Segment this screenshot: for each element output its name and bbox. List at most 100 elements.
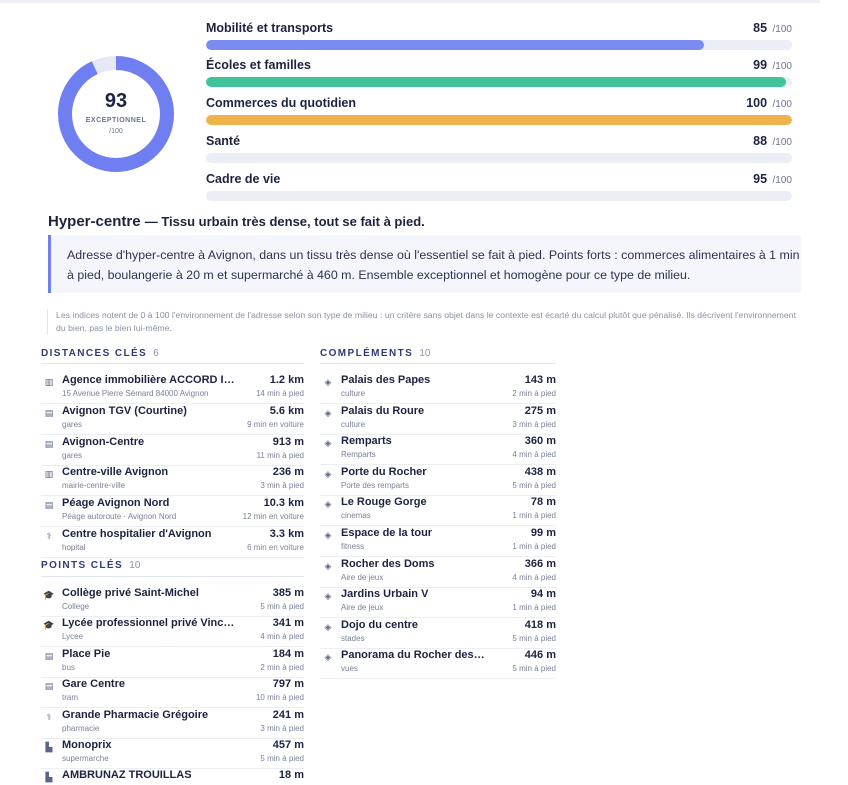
score-title: Cadre de vie [206, 172, 281, 186]
score-fill [206, 77, 787, 87]
building-icon: ▥ [44, 377, 54, 387]
item-category: Porte des remparts [341, 480, 410, 490]
item-name: Lycée professionnel privé Vincent de… [62, 617, 235, 630]
list-item[interactable]: ⚕ Grande Pharmacie Grégoire pharmacie 241 m… [41, 708, 304, 739]
culture-icon: ◈ [324, 407, 332, 418]
pharmacy-icon: ⚕ [46, 711, 52, 722]
monument-icon: ◈ [324, 468, 332, 479]
item-distance: 143 m [524, 374, 556, 386]
list-item[interactable]: ▥ Centre-ville Avignon mairie-centre-ville… [41, 465, 304, 497]
item-category: mairie-centre-ville [62, 481, 126, 491]
item-travel-time: 9 min en voiture [247, 419, 304, 429]
item-category: gares [62, 450, 83, 460]
list-item[interactable]: ◈ Palais du Roure culture 275 m 3 min à pied [320, 404, 556, 435]
score-track [206, 191, 792, 201]
list-item[interactable]: ◈ Le Rouge Gorge cinemas 78 m 1 min à pied [320, 495, 556, 527]
item-name: Centre hospitalier d'Avignon [62, 528, 212, 540]
item-travel-time: 4 min à pied [260, 632, 304, 642]
section-divider [320, 363, 556, 364]
fitness-icon: ◈ [324, 530, 332, 540]
donut-fill [58, 56, 174, 172]
list-item[interactable]: ⚕ Centre hospitalier d'Avignon hopital 3.3 … [41, 527, 304, 558]
context-title: Hyper-centre [48, 213, 141, 230]
item-category: Aire de jeux [341, 572, 384, 582]
list-item[interactable]: ▤ Gare Centre tram 797 m 10 min à pied [41, 677, 304, 709]
item-distance: 236 m [272, 466, 304, 479]
graduation-cap-icon: 🎓 [43, 590, 55, 600]
item-category: Aire de jeux [341, 603, 384, 613]
item-distance: 438 m [524, 465, 556, 478]
item-travel-time: 5 min à pied [260, 602, 304, 611]
item-name: Gare Centre [62, 678, 125, 691]
item-travel-time: 5 min à pied [260, 754, 304, 763]
item-distance: 3.3 km [269, 528, 304, 540]
donut-chart [58, 56, 174, 172]
section-divider [41, 576, 304, 577]
playground-icon: ◈ [324, 560, 332, 571]
list-item[interactable]: ◈ Panorama du Rocher des Doms vues 446 m 5 m… [320, 648, 556, 680]
item-name: Place Pie [62, 647, 111, 660]
item-category: stades [341, 633, 365, 643]
item-category: Lycee [62, 632, 84, 642]
item-category: supermarche [62, 754, 109, 763]
list-item[interactable]: ▙ AMBRUNAZ TROUILLAS 18 m [41, 768, 304, 785]
store-icon: ▙ [45, 772, 53, 783]
item-distance: 94 m [530, 588, 556, 601]
score-ecoles: Écoles et familles 99 /100 [206, 58, 792, 88]
list-item[interactable]: ▙ Monoprix supermarche 457 m 5 min à pied [41, 738, 304, 769]
item-category: tram [62, 693, 78, 703]
item-name: Avignon TGV (Courtine) [62, 404, 187, 417]
list-item[interactable]: 🎓 Collège privé Saint-Michel College 385 m 5… [41, 586, 304, 617]
score-sante: Santé 88 /100 [206, 134, 792, 164]
station-icon: ▤ [44, 438, 54, 449]
list-item[interactable]: ◈ Dojo du centre stades 418 m 5 min à pied [320, 618, 556, 649]
score-title: Mobilité et transports [206, 21, 334, 35]
overall-score-donut: 93 EXCEPTIONNEL /100 [56, 54, 176, 174]
score-value: 99 /100 [753, 58, 792, 72]
item-category: cinemas [341, 511, 371, 521]
list-item[interactable]: ◈ Remparts Remparts 360 m 4 min à pied [320, 434, 556, 466]
tram-icon: ▤ [44, 681, 54, 692]
bus-icon: ▤ [44, 650, 54, 661]
list-item[interactable]: ▤ Avignon-Centre gares 913 m 11 min à pied [41, 435, 304, 466]
item-distance: 5.6 km [269, 404, 304, 417]
station-icon: ▤ [44, 407, 54, 418]
item-category: Péage autoroute · Avignon Nord [62, 512, 177, 522]
item-travel-time: 1 min à pied [512, 603, 556, 613]
section-divider [41, 363, 304, 364]
item-distance: 341 m [272, 617, 304, 630]
item-category: College [62, 602, 90, 611]
item-travel-time: 1 min à pied [512, 511, 556, 521]
list-item[interactable]: ▥ Agence immobilière ACCORD IMM… 15 Avenue… [41, 373, 304, 404]
overall-score-label: EXCEPTIONNEL [85, 117, 147, 124]
item-travel-time: 5 min à pied [512, 664, 556, 674]
hospital-icon: ⚕ [46, 531, 52, 541]
list-item[interactable]: ◈ Espace de la tour fitness 99 m 1 min à pie… [320, 526, 556, 557]
list-item[interactable]: 🎓 Lycée professionnel privé Vincent de… Ly… [41, 616, 304, 648]
item-name: Remparts [341, 435, 392, 448]
item-distance: 418 m [524, 618, 556, 631]
station-icon: ▤ [44, 500, 54, 511]
item-travel-time: 10 min à pied [255, 693, 304, 703]
section-title-points: POINTS CLÉS 10 [41, 560, 141, 571]
item-name: Collège privé Saint-Michel [62, 587, 199, 599]
item-name: Palais du Roure [341, 404, 425, 417]
item-category: Remparts [341, 450, 376, 460]
item-travel-time: 4 min à pied [512, 450, 556, 460]
list-item[interactable]: ◈ Rocher des Doms Aire de jeux 366 m 4 min à… [320, 557, 556, 588]
score-track [206, 153, 792, 163]
list-item[interactable]: ▤ Avignon TGV (Courtine) gares 5.6 km 9 min … [41, 404, 304, 435]
item-category: bus [62, 662, 75, 672]
item-travel-time: 5 min à pied [512, 633, 556, 643]
score-mobilite: Mobilité et transports 85 /100 [206, 21, 792, 51]
playground-icon: ◈ [324, 591, 332, 602]
list-item[interactable]: ▤ Place Pie bus 184 m 2 min à pied [41, 647, 304, 678]
list-item[interactable]: ◈ Jardins Urbain V Aire de jeux 94 m 1 min à… [320, 587, 556, 619]
list-item[interactable]: ◈ Porte du Rocher Porte des remparts 438 m 5… [320, 465, 556, 496]
list-item[interactable]: ◈ Palais des Papes culture 143 m 2 min à pie… [320, 373, 556, 404]
item-travel-time: 11 min à pied [256, 450, 304, 460]
item-distance: 457 m [272, 739, 304, 751]
item-distance: 10.3 km [263, 497, 304, 510]
list-item[interactable]: ▤ Péage Avignon Nord Péage autoroute · Avi… [41, 496, 304, 528]
item-travel-time: 2 min à pied [260, 662, 304, 672]
